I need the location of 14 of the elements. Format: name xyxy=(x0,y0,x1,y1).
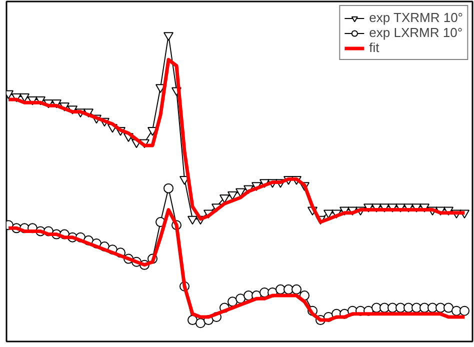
point xyxy=(164,183,174,194)
point xyxy=(196,318,206,328)
point xyxy=(220,194,230,204)
point xyxy=(20,93,30,102)
legend-label: exp TXRMR 10° xyxy=(369,10,463,25)
point xyxy=(188,216,198,225)
point xyxy=(444,302,454,313)
legend-label: fit xyxy=(369,40,380,55)
legend-label: exp LXRMR 10° xyxy=(369,25,463,40)
point xyxy=(228,191,238,200)
point xyxy=(292,284,302,294)
point xyxy=(164,32,174,41)
point xyxy=(236,188,246,198)
point xyxy=(460,306,470,316)
